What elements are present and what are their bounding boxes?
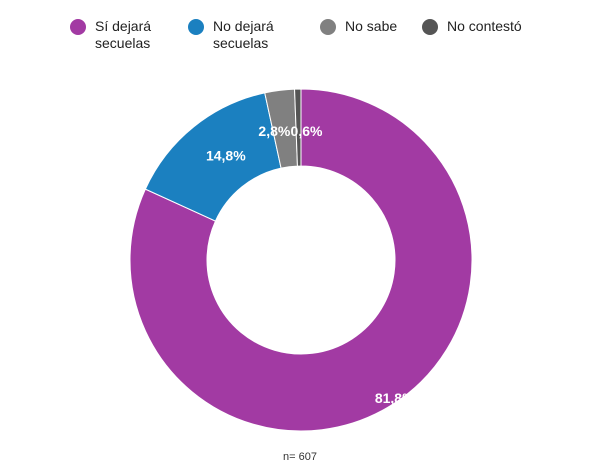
slice-label-no-contesto: 0,6%	[291, 123, 323, 139]
legend-swatch-no-contesto	[422, 19, 438, 35]
slice-label-no-sabe: 2,8%	[258, 123, 290, 139]
legend-item-no-dejara-secuelas: No dejará secuelas	[188, 18, 274, 52]
slice-no-contesto	[294, 88, 302, 167]
slice-label-si-dejara-secuelas: 81,8%	[375, 390, 415, 406]
legend-label-si-dejara-secuelas: Sí dejará secuelas	[95, 18, 152, 51]
legend-item-no-sabe: No sabe	[320, 18, 397, 35]
legend-label-no-contesto: No contestó	[447, 18, 522, 34]
legend-swatch-si-dejara-secuelas	[70, 19, 86, 35]
sample-size-note: n= 607	[283, 451, 317, 463]
slice-label-no-dejara-secuelas: 14,8%	[206, 148, 246, 164]
legend-item-no-contesto: No contestó	[422, 18, 522, 35]
legend-label-no-dejara-secuelas: No dejará secuelas	[213, 18, 274, 51]
legend-swatch-no-dejara-secuelas	[188, 19, 204, 35]
legend-label-no-sabe: No sabe	[345, 18, 398, 34]
slice-si-dejara-secuelas	[129, 88, 473, 432]
legend-swatch-no-sabe	[320, 19, 336, 35]
chart-legend: Sí dejará secuelas No dejará secuelas No…	[60, 18, 580, 58]
legend-item-si-dejara-secuelas: Sí dejará secuelas	[70, 18, 151, 52]
